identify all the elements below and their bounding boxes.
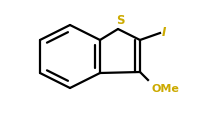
Text: I: I	[162, 26, 166, 40]
Text: S: S	[116, 14, 124, 26]
Text: OMe: OMe	[152, 84, 180, 94]
